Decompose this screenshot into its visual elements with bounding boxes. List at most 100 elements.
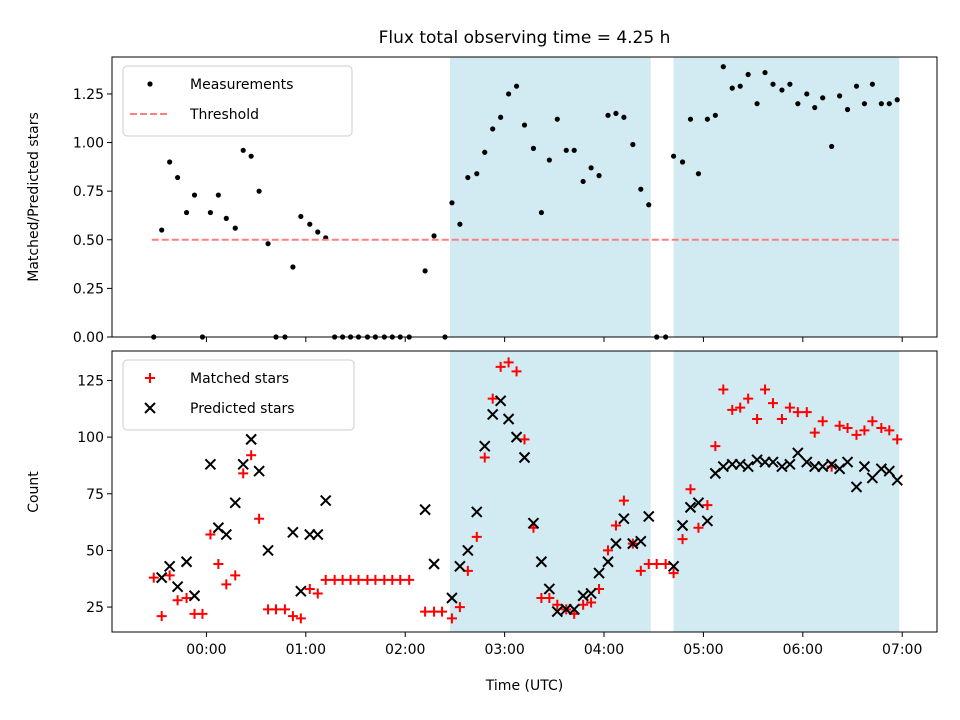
top-y-axis-label: Matched/Predicted stars (26, 112, 42, 282)
matched-star-point (760, 384, 771, 395)
predicted-star-point (801, 456, 813, 468)
predicted-star-point (312, 528, 324, 541)
predicted-star-point (253, 465, 265, 477)
y-tick-label: 75 (86, 487, 104, 503)
predicted-star-point (446, 592, 458, 604)
matched-star-point (693, 522, 704, 533)
matched-star-point (767, 398, 778, 409)
matched-star-point (148, 572, 159, 583)
matched-star-point (859, 425, 870, 436)
measurement-point (712, 112, 718, 118)
predicted-star-point (692, 497, 705, 509)
matched-star-point (320, 574, 331, 585)
matched-star-point (851, 429, 862, 440)
y-tick-label: 0.00 (73, 330, 104, 346)
predicted-star-point (618, 512, 630, 525)
measurement-point (829, 143, 835, 150)
predicted-star-point (776, 460, 788, 473)
measurement-point (894, 97, 900, 103)
matched-star-point (181, 593, 192, 604)
measurement-point (695, 171, 702, 177)
matched-star-point (884, 425, 895, 436)
measurement-point (886, 101, 892, 107)
measurement-point (167, 159, 173, 165)
predicted-star-point (602, 556, 614, 568)
predicted-star-point (171, 580, 184, 593)
measurement-point (745, 71, 751, 78)
measurement-point (538, 209, 544, 216)
matched-star-point (172, 595, 183, 606)
measurement-point (554, 116, 560, 122)
measurement-point (256, 188, 262, 194)
matched-star-point (618, 495, 629, 506)
measurement-point (265, 241, 271, 247)
matched-star-point (353, 574, 364, 585)
matched-star-point (519, 434, 530, 445)
predicted-star-point (883, 465, 895, 477)
measurement-point (853, 83, 860, 89)
measurement-point (191, 192, 198, 198)
predicted-star-point (816, 460, 829, 473)
predicted-star-point (717, 460, 730, 473)
predicted-star-point (850, 481, 863, 493)
predicted-star-point (568, 603, 580, 616)
measurement-point (646, 202, 652, 208)
matched-star-point (544, 593, 555, 604)
matched-star-point (718, 384, 729, 395)
measurement-point (762, 69, 768, 76)
measurement-point (588, 165, 594, 171)
measurement-point (498, 114, 504, 120)
top-panel: 0.00 0.25 0.50 0.75 1.00 1.25 Measurements Thre… (73, 56, 938, 346)
predicted-star-point (527, 517, 540, 529)
matched-star-point (651, 559, 662, 570)
measurement-point (563, 147, 569, 153)
matched-star-point (892, 434, 903, 445)
measurement-point (315, 229, 321, 235)
matched-star-point (586, 597, 597, 608)
matched-star-point (287, 611, 298, 622)
measurement-point (431, 233, 437, 239)
predicted-star-point (676, 519, 689, 532)
measurement-point (474, 171, 480, 177)
legend-label: Matched stars (190, 371, 289, 387)
predicted-star-point (486, 408, 499, 421)
predicted-star-point (891, 474, 903, 486)
y-tick-label: 50 (86, 543, 104, 559)
predicted-star-point (220, 528, 233, 541)
predicted-star-point (419, 503, 431, 516)
predicted-star-point (643, 510, 655, 523)
measurement-point (240, 147, 246, 153)
matched-star-point (710, 441, 721, 452)
matched-star-point (279, 604, 290, 615)
predicted-star-point (577, 590, 589, 602)
matched-star-point (801, 407, 812, 418)
measurement-point (729, 85, 735, 91)
predicted-star-point (767, 456, 779, 468)
matched-star-point (735, 402, 746, 413)
measurement-point (530, 145, 537, 151)
x-axis-label: Time (UTC) (485, 678, 563, 694)
measurement-point (449, 200, 455, 206)
predicted-star-point (462, 544, 474, 557)
matched-star-point (437, 606, 447, 617)
measurement-point (770, 81, 776, 87)
legend-marker (145, 373, 155, 383)
matched-star-point (446, 613, 457, 624)
predicted-star-point (188, 590, 201, 602)
matched-star-point (271, 604, 282, 615)
measurement-point (571, 147, 577, 153)
measurement-point (630, 141, 636, 148)
y-tick-label: 0.25 (73, 281, 104, 297)
y-tick-label: 1.00 (73, 136, 104, 152)
measurement-point (621, 114, 627, 120)
matched-star-point (230, 570, 241, 581)
predicted-star-point (295, 585, 307, 597)
measurement-point (223, 215, 229, 221)
matched-star-point (420, 606, 431, 617)
legend-marker (147, 81, 153, 87)
matched-star-point (610, 520, 621, 531)
measurement-point (248, 153, 254, 159)
measurement-point (812, 104, 818, 111)
predicted-star-point (551, 605, 564, 618)
matched-star-point (578, 599, 589, 610)
